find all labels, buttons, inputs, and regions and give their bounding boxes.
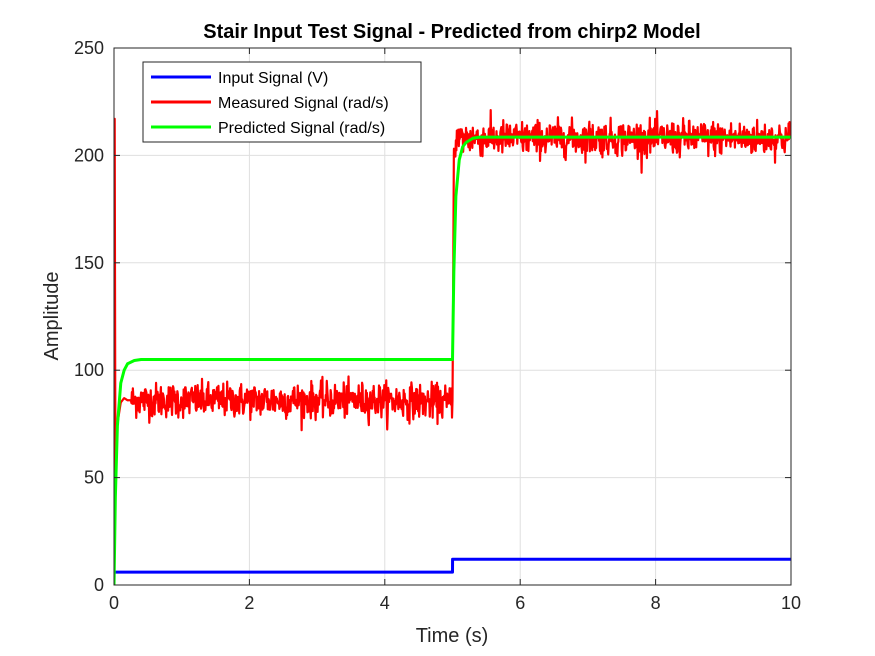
- x-tick-label: 8: [651, 593, 661, 613]
- series-line-2: [114, 135, 791, 585]
- y-tick-label: 50: [84, 468, 104, 488]
- x-tick-label: 0: [109, 593, 119, 613]
- axes-box: [113, 47, 792, 586]
- x-tick-label: 10: [781, 593, 801, 613]
- legend-label: Input Signal (V): [218, 70, 328, 87]
- y-tick-label: 100: [74, 360, 104, 380]
- legend-label: Measured Signal (rad/s): [218, 95, 389, 112]
- chart-title: Stair Input Test Signal - Predicted from…: [203, 21, 700, 43]
- x-tick-label: 2: [244, 593, 254, 613]
- y-tick-label: 200: [74, 145, 104, 165]
- y-axis-label: Amplitude: [41, 272, 63, 361]
- x-tick-label: 6: [515, 593, 525, 613]
- y-tick-label: 150: [74, 253, 104, 273]
- x-axis-label: Time (s): [416, 625, 489, 647]
- legend: Input Signal (V) Measured Signal (rad/s) P…: [142, 61, 422, 143]
- y-tick-label: 0: [94, 575, 104, 595]
- series-line-1: [114, 108, 791, 585]
- x-tick-label: 4: [380, 593, 390, 613]
- y-tick-label: 250: [74, 38, 104, 58]
- legend-label: Predicted Signal (rad/s): [218, 120, 385, 137]
